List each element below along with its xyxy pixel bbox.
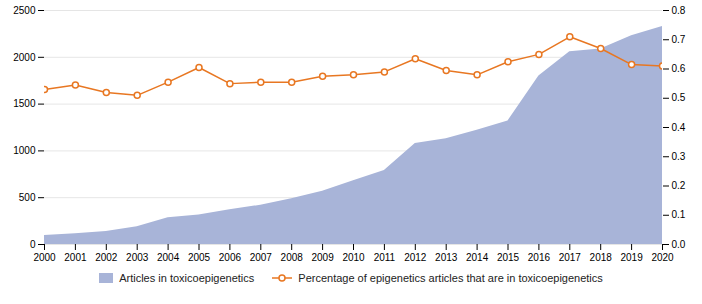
svg-text:2005: 2005 — [188, 252, 211, 263]
svg-text:2004: 2004 — [157, 252, 180, 263]
svg-text:1000: 1000 — [13, 145, 36, 156]
svg-text:0.3: 0.3 — [672, 151, 686, 162]
svg-text:2013: 2013 — [435, 252, 458, 263]
svg-text:2019: 2019 — [620, 252, 643, 263]
svg-text:2012: 2012 — [404, 252, 427, 263]
svg-text:500: 500 — [19, 192, 36, 203]
svg-text:2001: 2001 — [64, 252, 87, 263]
svg-text:2500: 2500 — [13, 5, 36, 16]
svg-text:2009: 2009 — [311, 252, 334, 263]
svg-text:0.0: 0.0 — [672, 239, 686, 250]
svg-text:0.5: 0.5 — [672, 92, 686, 103]
svg-text:2006: 2006 — [219, 252, 242, 263]
svg-text:2018: 2018 — [590, 252, 613, 263]
svg-text:2002: 2002 — [95, 252, 118, 263]
svg-text:2015: 2015 — [497, 252, 520, 263]
svg-text:2007: 2007 — [250, 252, 273, 263]
svg-text:2020: 2020 — [651, 252, 674, 263]
html-text:Articles in toxicoepigenetics: Articles in toxicoepigenetics — [119, 272, 255, 284]
svg-text:2017: 2017 — [559, 252, 582, 263]
svg-text:0.8: 0.8 — [672, 5, 686, 16]
svg-text:2014: 2014 — [466, 252, 489, 263]
svg-text:2003: 2003 — [126, 252, 149, 263]
svg-text:0.7: 0.7 — [672, 34, 686, 45]
svg-text:2011: 2011 — [374, 252, 396, 263]
svg-text:1500: 1500 — [13, 98, 36, 109]
svg-text:0.4: 0.4 — [672, 122, 686, 133]
svg-text:2000: 2000 — [13, 52, 36, 63]
svg-text:0: 0 — [30, 239, 36, 250]
svg-text:0.1: 0.1 — [672, 209, 686, 220]
svg-text:0.2: 0.2 — [672, 180, 686, 191]
svg-text:2008: 2008 — [281, 252, 304, 263]
svg-text:2000: 2000 — [33, 252, 56, 263]
svg-text:2016: 2016 — [528, 252, 551, 263]
html-text:Percentage of epigenetics arti: Percentage of epigenetics articles that … — [298, 272, 603, 284]
svg-text:0.6: 0.6 — [672, 63, 686, 74]
svg-text:2010: 2010 — [342, 252, 365, 263]
